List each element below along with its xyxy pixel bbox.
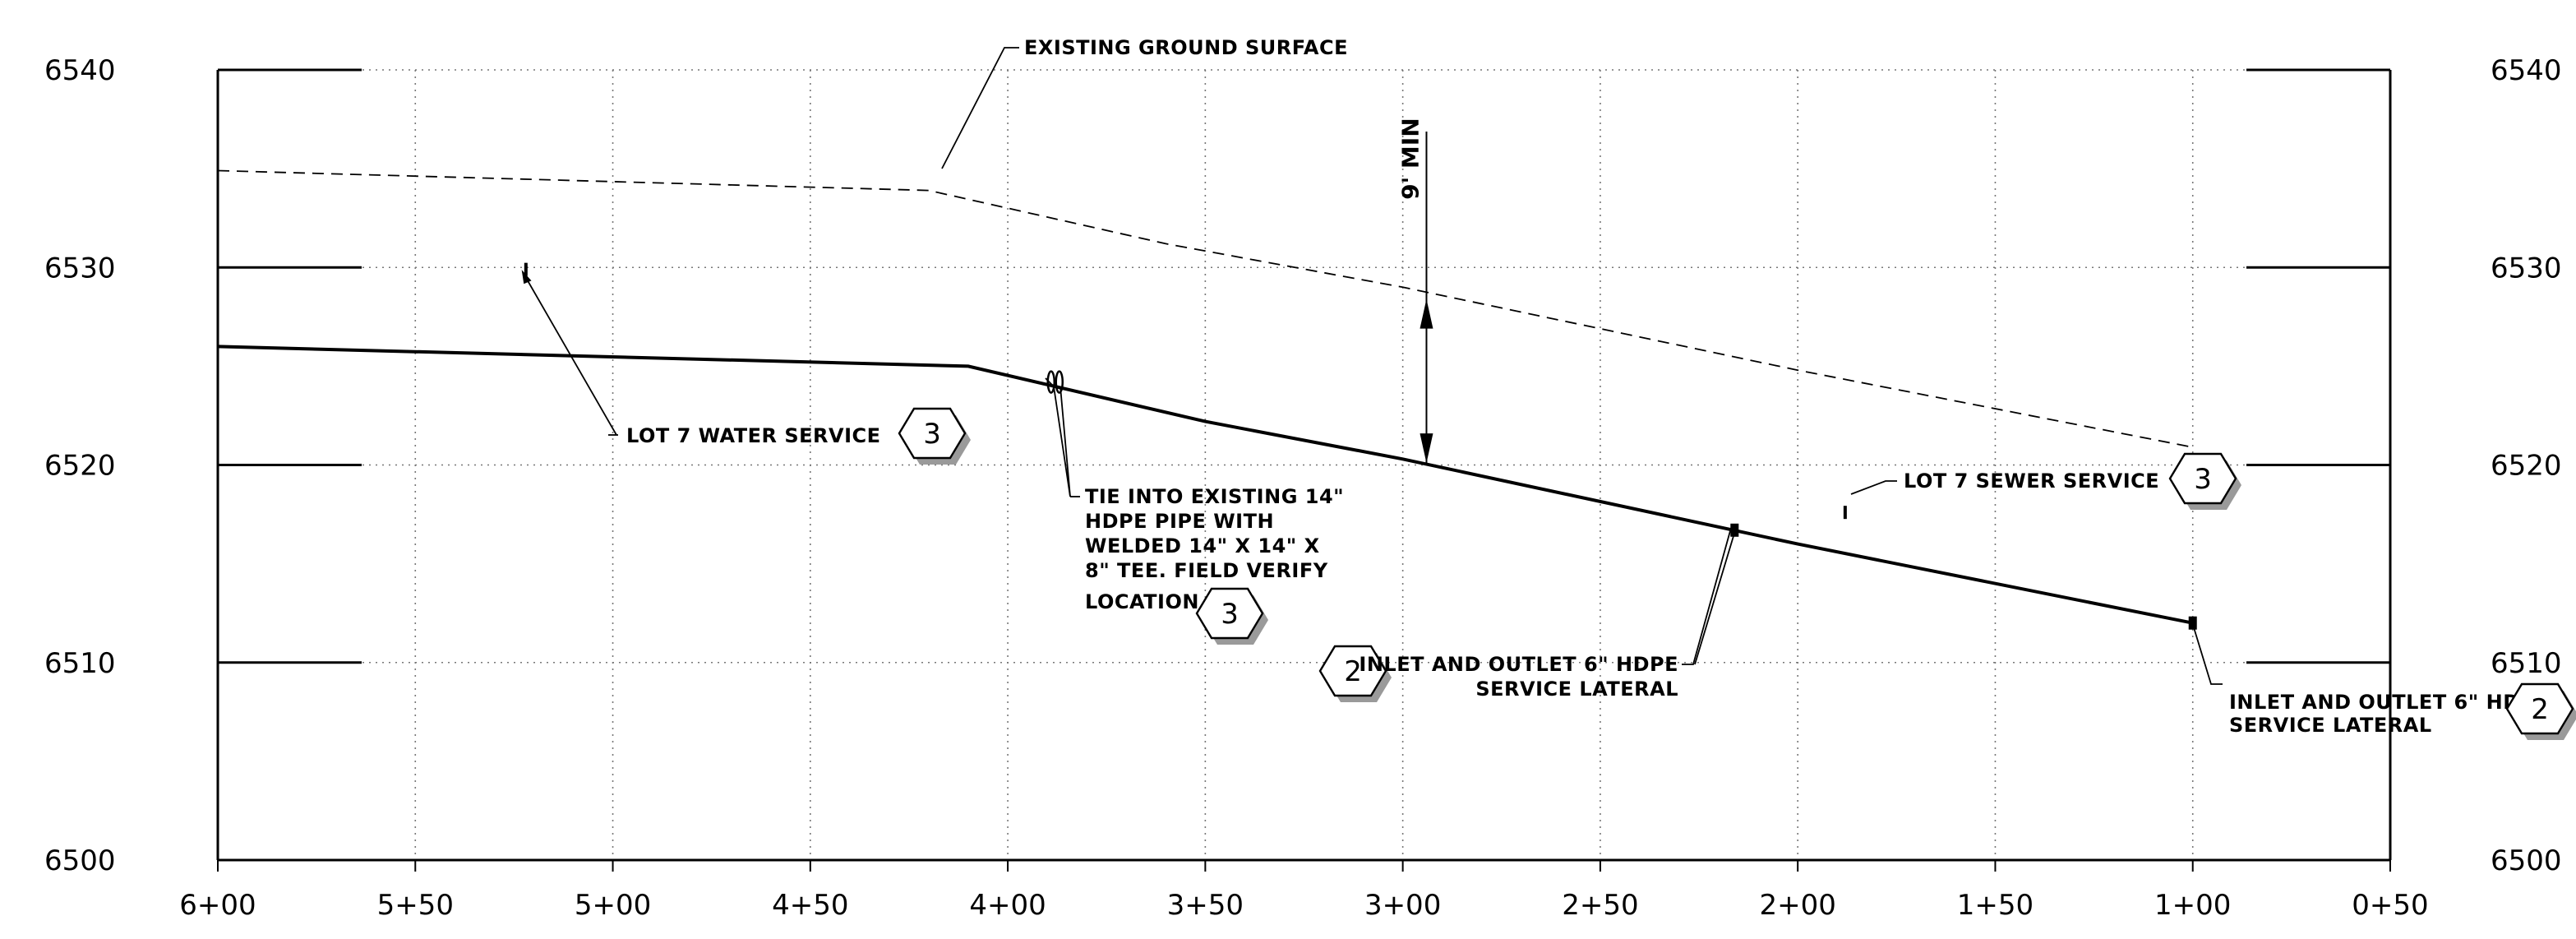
tie-in-line-5: LOCATION. — [1085, 590, 1207, 613]
lateral-1-ref: 2 — [1344, 655, 1362, 688]
y-tick-label-left: 6540 — [44, 54, 116, 87]
lateral-2-line-1: INLET AND OUTLET 6" HDPE — [2229, 691, 2549, 714]
water-service-arrowhead — [521, 270, 532, 284]
dimension-label: 9' MIN — [1396, 118, 1424, 200]
lateral-2-leader — [2192, 624, 2223, 685]
lateral-1-ref-hexagon: 2 — [1318, 645, 1392, 702]
y-tick-label-left: 6510 — [44, 647, 116, 680]
x-tick-label: 1+00 — [2154, 889, 2231, 922]
tie-in-line-1: TIE INTO EXISTING 14" — [1085, 485, 1344, 508]
tie-in-ref: 3 — [1221, 598, 1239, 631]
lateral-1-line-2: SERVICE LATERAL — [1475, 678, 1678, 701]
existing-ground-line — [217, 169, 2193, 448]
water-service-ref-hexagon: 3 — [898, 407, 971, 465]
annotations: EXISTING GROUND SURFACE LOT 7 WATER SERV… — [521, 36, 2576, 740]
water-service-label: LOT 7 WATER SERVICE — [626, 424, 881, 447]
y-tick-label-left: 6530 — [44, 252, 116, 284]
y-tick-label-right: 6540 — [2491, 54, 2562, 87]
y-tick-label-right: 6500 — [2491, 844, 2562, 877]
clearance-dimension: 9' MIN — [1396, 118, 1433, 464]
tie-in-line-4: 8" TEE. FIELD VERIFY — [1085, 559, 1328, 582]
lateral-1-line-1: INLET AND OUTLET 6" HDPE — [1359, 653, 1678, 676]
frame — [216, 70, 2392, 862]
lateral-1-leader — [1682, 527, 1732, 665]
x-tick-label: 5+00 — [575, 889, 651, 922]
x-tick-label: 1+50 — [1957, 889, 2034, 922]
tie-in-leader-2 — [1059, 386, 1071, 497]
ground-leader — [941, 47, 1019, 169]
water-main-line — [217, 345, 2194, 625]
lateral-mark-2 — [2188, 616, 2197, 630]
x-tick-label: 3+50 — [1167, 889, 1244, 922]
sewer-service-ref-hexagon: 3 — [2168, 452, 2241, 510]
tie-in-line-2: HDPE PIPE WITH — [1085, 510, 1274, 533]
x-tick-label: 4+00 — [969, 889, 1046, 922]
dimension-arrow-down — [1420, 433, 1433, 464]
tee-fitting-mark-b — [1055, 370, 1064, 394]
y-tick-label-right: 6510 — [2491, 647, 2562, 680]
x-tick-label: 4+50 — [772, 889, 848, 922]
dimension-arrow-up — [1420, 298, 1433, 329]
x-tick-label: 2+50 — [1562, 889, 1638, 922]
lateral-2-ref: 2 — [2531, 693, 2549, 726]
sewer-service-mark — [1843, 506, 1847, 520]
grid — [218, 68, 2390, 860]
y-tick-label-right: 6520 — [2491, 450, 2562, 483]
x-axis-ticks: 6+00 5+50 5+00 4+50 4+00 3+50 3+00 2+50 2+00 1+50… — [179, 860, 2429, 922]
y-tick-label-right: 6530 — [2491, 252, 2562, 284]
ground-label: EXISTING GROUND SURFACE — [1024, 36, 1348, 59]
tee-fitting-mark — [1046, 370, 1056, 394]
x-tick-label: 2+00 — [1759, 889, 1835, 922]
sewer-service-label: LOT 7 SEWER SERVICE — [1904, 469, 2159, 493]
water-service-ref: 3 — [923, 418, 941, 451]
tie-in-line-3: WELDED 14" X 14" X — [1085, 534, 1320, 557]
y-axis-ticks: 6500 6500 6510 6510 6520 6520 6530 6530 6540 6540 — [44, 54, 2562, 877]
x-tick-label: 5+50 — [377, 889, 454, 922]
sewer-service-ref: 3 — [2194, 463, 2212, 496]
sewer-service-leader — [1850, 480, 1897, 495]
water-service-leader — [522, 271, 617, 436]
lateral-2-line-2: SERVICE LATERAL — [2229, 714, 2432, 737]
x-tick-label: 6+00 — [179, 889, 256, 922]
x-tick-label: 3+00 — [1364, 889, 1441, 922]
tie-in-leader — [1045, 377, 1071, 497]
x-tick-label: 0+50 — [2352, 889, 2428, 922]
tie-in-ref-hexagon: 3 — [1195, 587, 1268, 645]
y-tick-label-left: 6500 — [44, 844, 116, 877]
lateral-2-ref-hexagon: 2 — [2505, 682, 2576, 740]
lateral-1-leader-2 — [1694, 527, 1737, 665]
profile-lines — [217, 169, 2194, 625]
y-tick-label-left: 6520 — [44, 450, 116, 483]
water-service-mark — [524, 262, 528, 276]
